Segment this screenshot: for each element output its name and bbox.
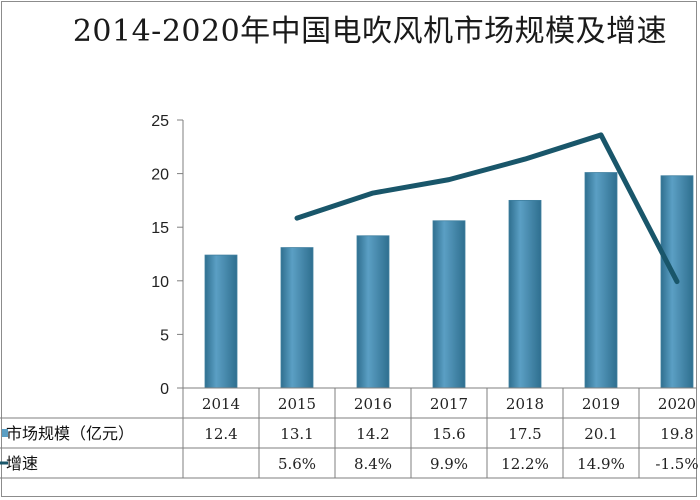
- legend-label: 市场规模（亿元）: [6, 424, 134, 443]
- bar-2016: [356, 235, 390, 389]
- data-label: 8.4%: [354, 455, 392, 473]
- data-label: 5.6%: [278, 455, 316, 473]
- y-tick-label: 0: [160, 381, 169, 398]
- y-tick-label: 20: [151, 167, 169, 184]
- data-label: 12.4: [204, 425, 237, 443]
- data-label: 20.1: [584, 425, 617, 443]
- x-tick-label: 2015: [278, 395, 316, 413]
- bar-2014: [204, 254, 238, 389]
- x-tick-label: 2020: [658, 395, 696, 413]
- bar-2017: [432, 220, 466, 389]
- data-label: 9.9%: [430, 455, 468, 473]
- chart-title: 2014-2020年中国电吹风机市场规模及增速: [72, 14, 668, 49]
- bar-2019: [584, 172, 618, 389]
- bar-2015: [280, 247, 314, 389]
- x-tick-label: 2016: [354, 395, 392, 413]
- legend-label: 增速: [6, 454, 38, 473]
- bar-2018: [508, 199, 542, 389]
- legend-key-bar: [2, 429, 8, 437]
- data-label: -1.5%: [655, 455, 698, 473]
- data-label: 14.2: [356, 425, 389, 443]
- data-label: 12.2%: [501, 455, 549, 473]
- x-tick-label: 2014: [202, 395, 240, 413]
- data-label: 17.5: [508, 425, 541, 443]
- x-tick-label: 2017: [430, 395, 468, 413]
- y-tick-label: 5: [160, 327, 169, 344]
- data-label: 14.9%: [577, 455, 625, 473]
- growth-line: [294, 132, 680, 285]
- data-label: 15.6: [432, 425, 465, 443]
- y-tick-label: 25: [151, 113, 169, 130]
- x-tick-label: 2019: [582, 395, 620, 413]
- y-tick-label: 15: [151, 220, 169, 237]
- x-tick-label: 2018: [506, 395, 544, 413]
- data-label: 19.8: [660, 425, 693, 443]
- data-label: 13.1: [280, 425, 313, 443]
- y-tick-label: 10: [151, 274, 169, 291]
